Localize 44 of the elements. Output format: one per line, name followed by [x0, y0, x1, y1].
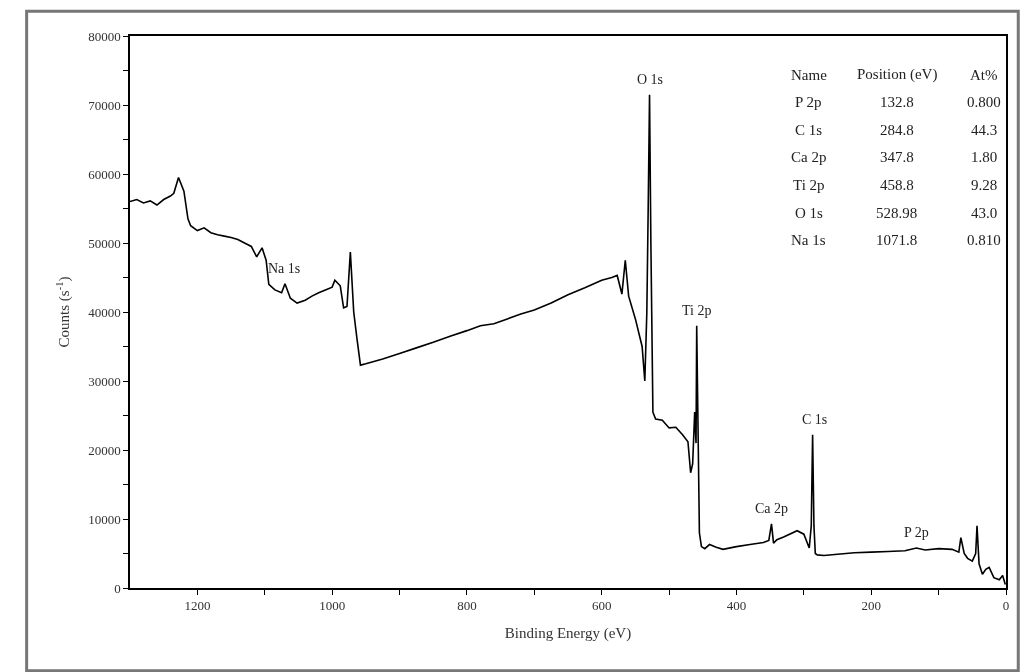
- y-tick-label: 20000: [88, 442, 121, 458]
- annotation: Ti 2p: [682, 303, 712, 318]
- annotation: 284.8: [880, 122, 914, 138]
- x-tick-label: 1200: [184, 598, 211, 614]
- x-tick-label: 0: [1002, 598, 1010, 614]
- annotation: Name: [791, 67, 828, 83]
- x-tick-label: 600: [591, 598, 612, 614]
- annotation: 44.3: [971, 122, 998, 138]
- annotation: 132.8: [880, 94, 914, 110]
- x-tick-label: 200: [861, 598, 881, 614]
- annotation: 9.28: [971, 177, 998, 193]
- annotation: Ca 2p: [755, 501, 789, 516]
- annotation: O 1s: [795, 205, 824, 221]
- annotation: P 2p: [904, 525, 929, 540]
- x-tick-label: 800: [457, 598, 477, 614]
- annotation: 1071.8: [876, 232, 918, 248]
- annotation: 43.0: [971, 205, 998, 221]
- y-tick-label: 50000: [88, 235, 121, 251]
- annotation: Ti 2p: [793, 177, 825, 193]
- annotation: Ca 2p: [791, 149, 827, 165]
- annotation: P 2p: [795, 94, 822, 110]
- annotation: 458.8: [880, 177, 914, 193]
- annotation: At%: [970, 67, 998, 83]
- annotation: Na 1s: [791, 232, 826, 248]
- annotation: 0.810: [967, 232, 1001, 248]
- y-tick-label: 0: [114, 580, 121, 596]
- annotation: C 1s: [795, 122, 823, 138]
- y-tick-label: 70000: [88, 97, 121, 113]
- annotation: 1.80: [971, 149, 998, 165]
- annotation: Na 1s: [268, 261, 301, 276]
- y-tick-label: 80000: [88, 28, 121, 44]
- y-tick-label: 10000: [88, 511, 121, 527]
- y-tick-label: 40000: [88, 304, 121, 320]
- annotation: C 1s: [802, 412, 828, 427]
- annotation: O 1s: [637, 72, 664, 87]
- x-tick-label: 1000: [319, 598, 346, 614]
- y-tick-label: 60000: [88, 166, 121, 182]
- x-tick-label: 400: [726, 598, 747, 614]
- annotation: 528.98: [876, 205, 918, 221]
- annotation: 0.800: [967, 94, 1001, 110]
- y-tick-label: 30000: [88, 373, 121, 389]
- annotation: 347.8: [880, 149, 914, 165]
- annotation: Position (eV): [857, 66, 938, 83]
- x-axis-title: Binding Energy (eV): [504, 624, 632, 642]
